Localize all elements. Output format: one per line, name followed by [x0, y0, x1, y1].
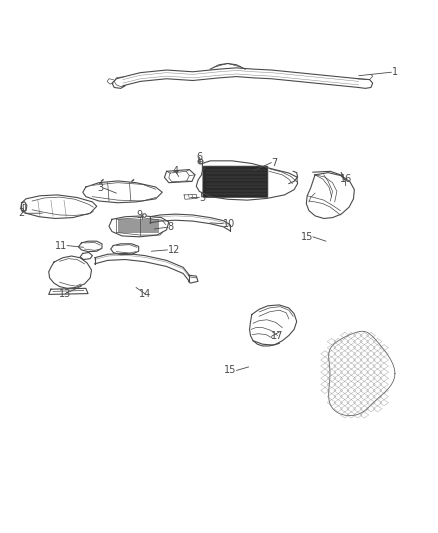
Text: 10: 10 — [223, 219, 236, 229]
Text: 5: 5 — [199, 192, 205, 203]
Text: 14: 14 — [139, 288, 151, 298]
Text: 6: 6 — [196, 152, 202, 163]
Text: 16: 16 — [339, 174, 352, 184]
Text: 15: 15 — [300, 232, 313, 242]
Text: 15: 15 — [224, 366, 237, 375]
Text: 8: 8 — [167, 222, 173, 232]
Text: 9: 9 — [137, 210, 143, 220]
Text: 2: 2 — [18, 208, 25, 218]
Text: 13: 13 — [59, 288, 71, 298]
FancyBboxPatch shape — [203, 166, 268, 198]
Text: 7: 7 — [272, 158, 278, 167]
Text: 12: 12 — [167, 245, 180, 255]
Bar — [118, 220, 159, 233]
Text: 11: 11 — [55, 240, 67, 251]
Text: 1: 1 — [392, 67, 398, 77]
Text: 3: 3 — [97, 183, 103, 193]
Text: 4: 4 — [172, 166, 178, 176]
Text: 17: 17 — [272, 332, 284, 341]
